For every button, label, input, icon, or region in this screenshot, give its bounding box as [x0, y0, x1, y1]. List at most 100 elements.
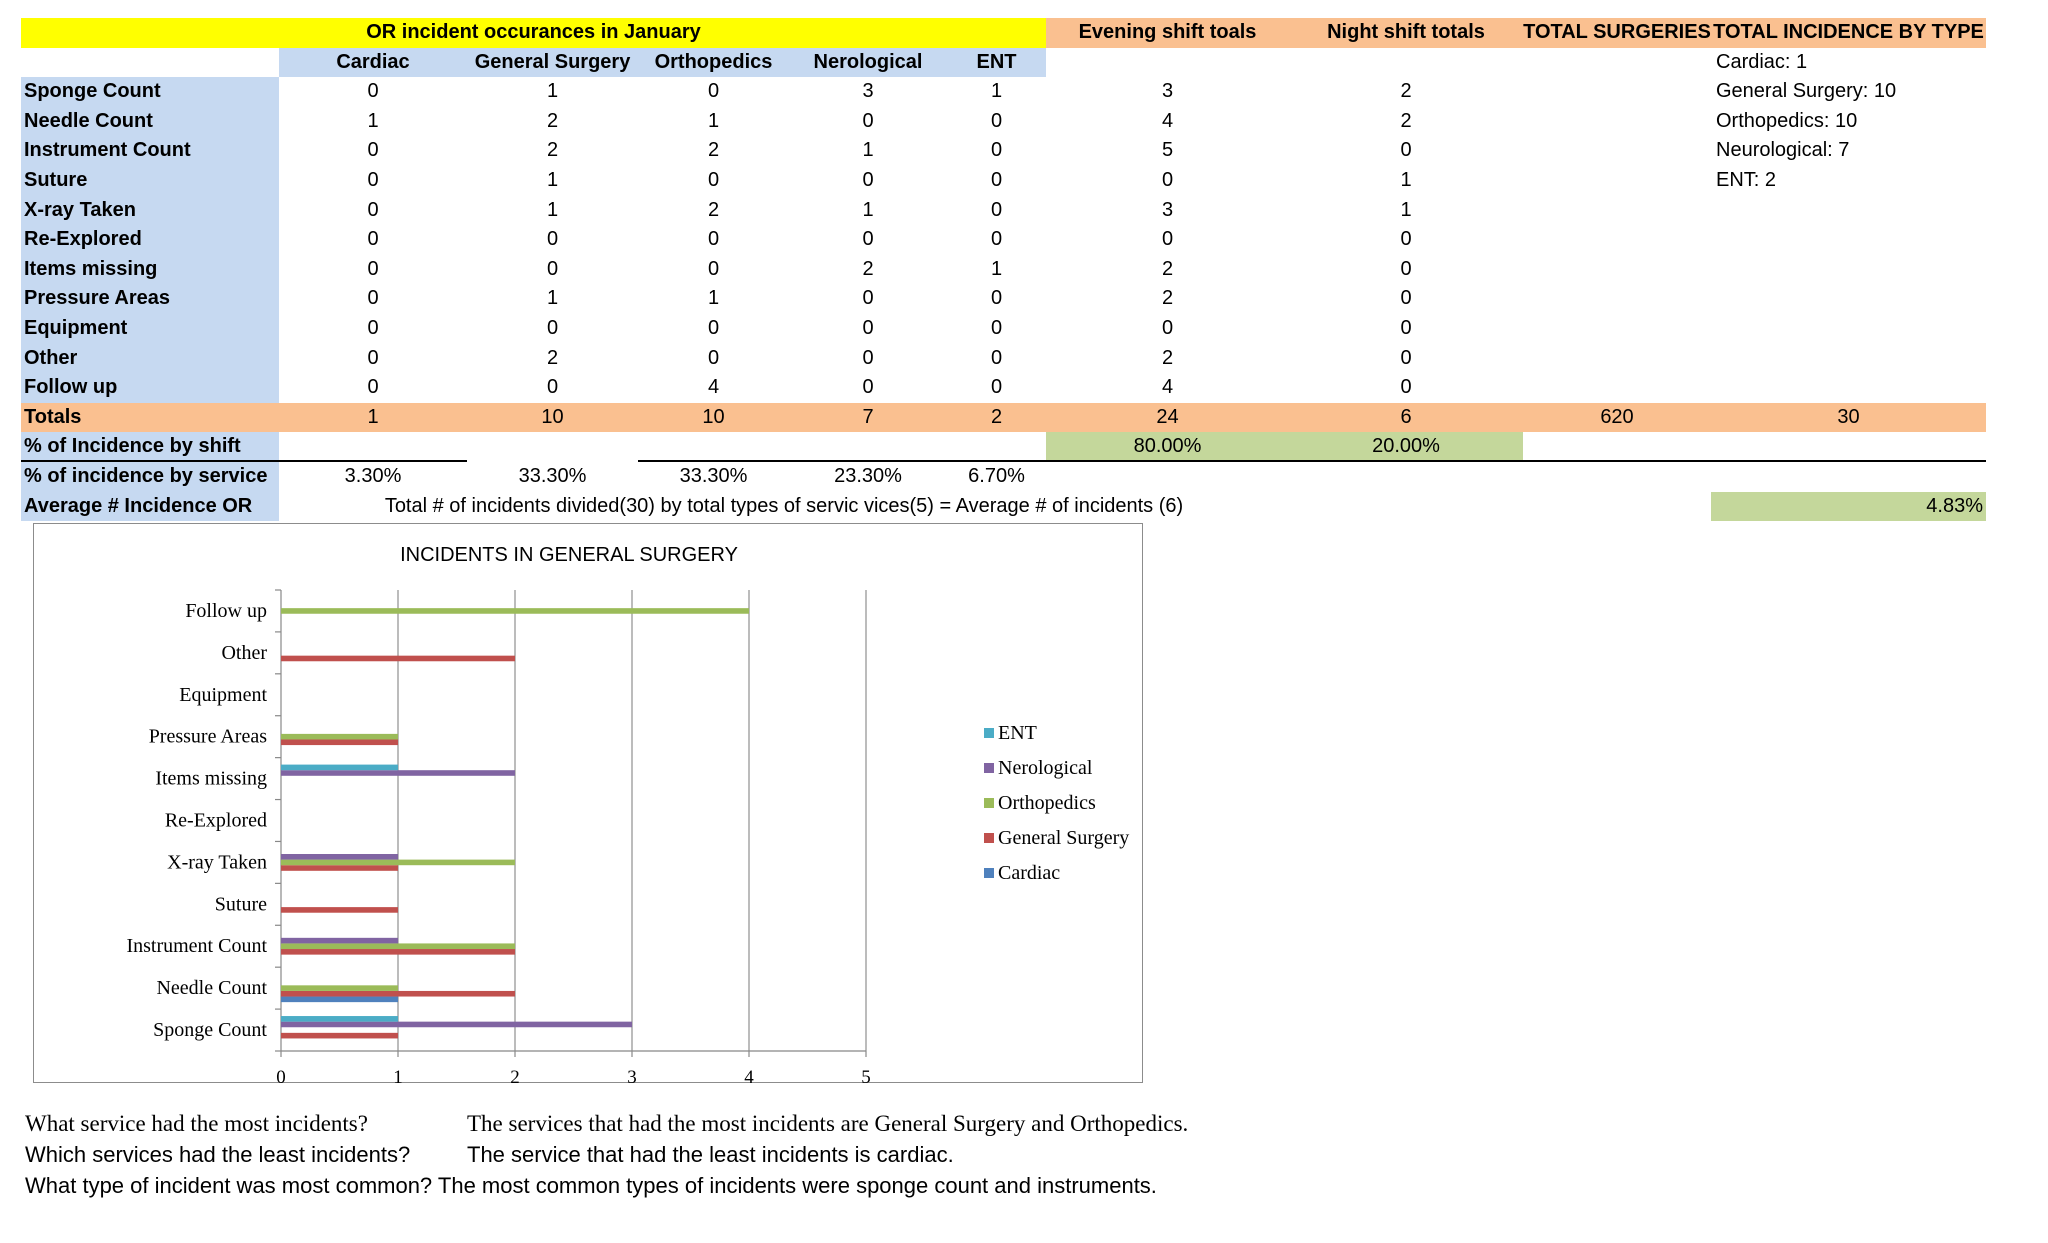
cell-surgeries[interactable]: [1523, 77, 1711, 107]
cell-type-total[interactable]: [1711, 225, 1986, 255]
cell-nerological[interactable]: 0: [862, 316, 874, 339]
cell-cardiac[interactable]: 0: [367, 257, 379, 280]
cell-surgeries[interactable]: [1523, 314, 1711, 344]
cell-ent[interactable]: 0: [990, 316, 1003, 339]
header-incidence-type[interactable]: TOTAL INCIDENCE BY TYPE: [1711, 18, 1986, 48]
total-cardiac[interactable]: 1: [367, 405, 379, 428]
cell-evening[interactable]: 3: [1161, 198, 1174, 221]
cell-evening[interactable]: 5: [1161, 139, 1174, 162]
cell-surgeries[interactable]: [1523, 225, 1711, 255]
bar-ent[interactable]: [281, 1016, 398, 1022]
cell-evening[interactable]: 3: [1161, 80, 1174, 103]
cell-orthopedics[interactable]: 0: [707, 346, 720, 369]
cell-evening[interactable]: 4: [1161, 376, 1174, 399]
cell-orthopedics[interactable]: 0: [707, 257, 720, 280]
total-night[interactable]: 6: [1400, 405, 1412, 428]
cell-nerological[interactable]: 0: [862, 376, 874, 399]
row-label[interactable]: Instrument Count: [21, 136, 279, 166]
cell-ent[interactable]: 0: [990, 168, 1003, 191]
cell-orthopedics[interactable]: 0: [707, 168, 720, 191]
cell-cardiac[interactable]: 0: [367, 346, 379, 369]
pct-shift-night[interactable]: 20.00%: [1289, 432, 1523, 462]
cell-nerological[interactable]: 2: [862, 257, 874, 280]
bar-orthopedics[interactable]: [281, 859, 515, 866]
cell-type-total[interactable]: Orthopedics: 10: [1716, 109, 1858, 132]
cell-surgeries[interactable]: [1523, 196, 1711, 226]
bar-general-surgery[interactable]: [281, 1032, 398, 1039]
cell-night[interactable]: 1: [1400, 198, 1412, 221]
cell-surgeries[interactable]: [1523, 373, 1711, 403]
cell-type-total[interactable]: [1711, 255, 1986, 285]
cell-night[interactable]: 1: [1400, 168, 1412, 191]
bar-general-surgery[interactable]: [281, 949, 515, 955]
cell-ent[interactable]: 0: [990, 346, 1003, 369]
service-header-orthopedics[interactable]: Orthopedics: [638, 47, 789, 78]
cell-cardiac[interactable]: 0: [367, 168, 379, 191]
cell-orthopedics[interactable]: 4: [707, 376, 720, 399]
cell-orthopedics[interactable]: 1: [707, 109, 720, 132]
cell-ent[interactable]: 0: [990, 376, 1003, 399]
row-label[interactable]: Items missing: [21, 254, 279, 285]
cell-cardiac[interactable]: 0: [367, 198, 379, 221]
pct-shift-evening[interactable]: 80.00%: [1046, 432, 1289, 462]
cell-surgeries[interactable]: [1523, 136, 1711, 166]
pct-orthopedics[interactable]: 33.30%: [679, 464, 748, 487]
row-label[interactable]: Sponge Count: [21, 77, 279, 107]
service-header-general-surgery[interactable]: General Surgery: [467, 47, 638, 78]
bar-orthopedics[interactable]: [281, 733, 398, 740]
cell-surgeries[interactable]: [1523, 255, 1711, 285]
cell-type-total[interactable]: ENT: 2: [1716, 168, 1777, 191]
cell-cardiac[interactable]: 0: [367, 287, 379, 310]
cell-nerological[interactable]: 3: [862, 80, 874, 103]
cell-general-surgery[interactable]: 1: [546, 198, 559, 221]
total-evening[interactable]: 24: [1156, 405, 1179, 428]
bar-general-surgery[interactable]: [281, 655, 515, 662]
cell-night[interactable]: 0: [1400, 376, 1412, 399]
bar-nerological[interactable]: [281, 854, 398, 860]
cell-evening[interactable]: 2: [1161, 346, 1174, 369]
total-surgeries[interactable]: 620: [1600, 405, 1634, 428]
cell-night[interactable]: 2: [1400, 80, 1412, 103]
cell-ent[interactable]: 0: [990, 109, 1003, 132]
total-ent[interactable]: 2: [990, 405, 1003, 428]
total-nerological[interactable]: 7: [862, 405, 874, 428]
header-evening[interactable]: Evening shift toals: [1046, 18, 1289, 48]
service-header-nerological[interactable]: Nerological: [789, 47, 947, 78]
pct-nerological[interactable]: 23.30%: [834, 464, 902, 487]
incidents-chart[interactable]: INCIDENTS IN GENERAL SURGERY Sponge Coun…: [33, 523, 1143, 1084]
cell-cardiac[interactable]: 0: [367, 376, 379, 399]
row-label[interactable]: Suture: [21, 165, 279, 196]
cell-surgeries[interactable]: [1523, 166, 1711, 196]
bar-general-surgery[interactable]: [281, 990, 515, 997]
cell-night[interactable]: 0: [1400, 316, 1412, 339]
bar-nerological[interactable]: [281, 1021, 632, 1028]
average-value[interactable]: 4.83%: [1711, 491, 1986, 522]
bar-orthopedics[interactable]: [281, 985, 398, 991]
row-label[interactable]: Pressure Areas: [21, 284, 279, 314]
row-label[interactable]: X-ray Taken: [21, 195, 279, 226]
cell-nerological[interactable]: 0: [862, 228, 874, 251]
cell-type-total[interactable]: [1711, 373, 1986, 403]
cell-surgeries[interactable]: [1523, 284, 1711, 314]
cell-cardiac[interactable]: 0: [367, 228, 379, 251]
bar-orthopedics[interactable]: [281, 608, 749, 614]
bar-orthopedics[interactable]: [281, 943, 515, 950]
cell-nerological[interactable]: 0: [862, 109, 874, 132]
pct-service-label[interactable]: % of incidence by service: [21, 461, 279, 492]
cell-general-surgery[interactable]: 0: [546, 316, 559, 339]
cell-orthopedics[interactable]: 1: [707, 287, 720, 310]
cell-orthopedics[interactable]: 0: [707, 228, 720, 251]
pct-ent[interactable]: 6.70%: [968, 464, 1025, 487]
row-label[interactable]: Other: [21, 343, 279, 374]
bar-nerological[interactable]: [281, 937, 398, 944]
bar-nerological[interactable]: [281, 770, 515, 776]
cell-general-surgery[interactable]: 0: [546, 257, 559, 280]
row-label[interactable]: Follow up: [21, 373, 279, 403]
cell-general-surgery[interactable]: 0: [546, 376, 559, 399]
cell-cardiac[interactable]: 0: [367, 139, 379, 162]
cell-ent[interactable]: 0: [990, 198, 1003, 221]
pct-shift-label[interactable]: % of Incidence by shift: [21, 432, 279, 462]
cell-type-total[interactable]: [1711, 196, 1986, 226]
cell-surgeries[interactable]: [1523, 344, 1711, 374]
cell-evening[interactable]: 2: [1161, 287, 1174, 310]
